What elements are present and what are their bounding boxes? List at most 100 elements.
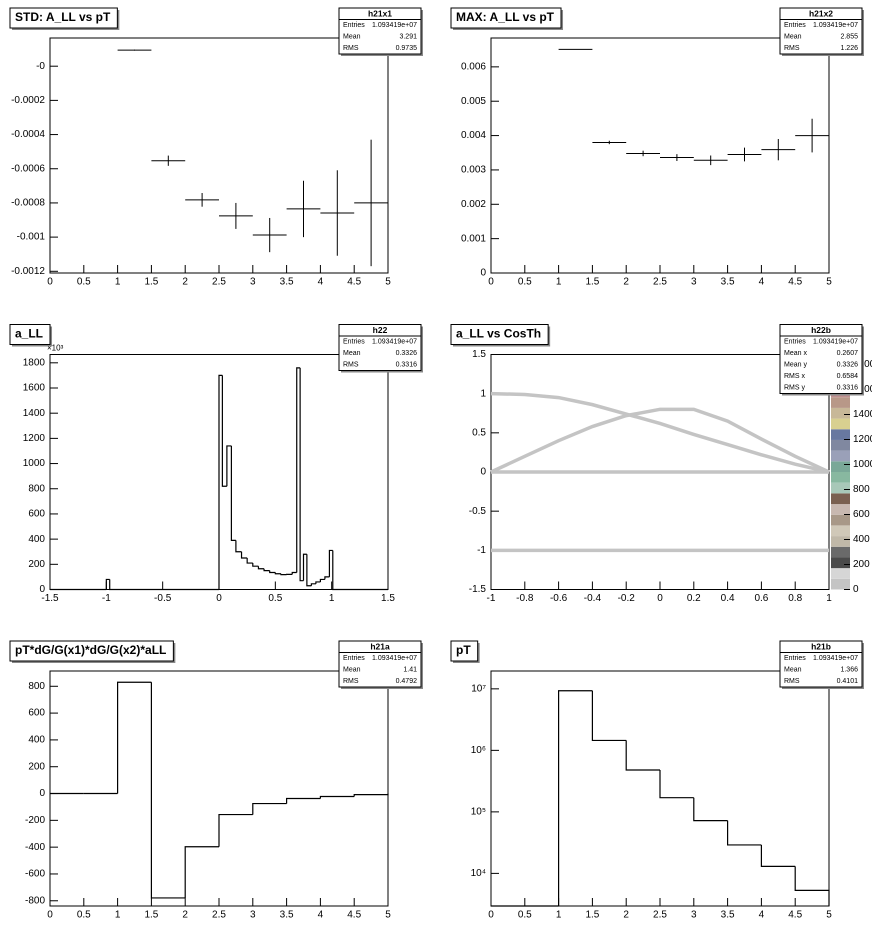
x-tick-label: 4 xyxy=(759,910,765,921)
histogram-bin xyxy=(693,797,728,822)
stats-value: 1.093419e+07 xyxy=(372,22,417,29)
palette-band xyxy=(831,429,850,440)
histogram-bin xyxy=(252,563,259,567)
palette-band xyxy=(831,450,850,462)
y-tick-label: 1600 xyxy=(23,383,46,394)
histogram-bin xyxy=(218,374,223,590)
palette-band xyxy=(831,482,850,494)
y-tick-label: 1 xyxy=(480,388,486,399)
histogram-bin xyxy=(794,866,830,906)
palette-band xyxy=(831,504,850,515)
stats-label: Entries xyxy=(343,22,365,29)
x-tick-label: 0.5 xyxy=(77,910,91,921)
stats-value: 2.855 xyxy=(840,34,858,41)
histogram-bin xyxy=(727,820,762,846)
x-tick-label: 5 xyxy=(826,277,832,288)
panel: 0 0.5 1 1.5 2 2.5 3 3.5 4 4.5 5 -0 -0.0002 -0.0004 -0.… xyxy=(9,7,423,288)
histogram-bin xyxy=(286,797,321,804)
palette-tick-label: 1000 xyxy=(853,459,876,470)
stats-label: Mean x xyxy=(784,350,807,357)
x-tick-label: 0.8 xyxy=(788,593,802,604)
stats-value: 0.6584 xyxy=(837,373,859,380)
y-tick-label: 400 xyxy=(28,534,45,545)
y-tick-label: -0.0006 xyxy=(11,163,45,174)
y-tick-label: -0.0008 xyxy=(11,198,45,209)
stats-box xyxy=(338,324,422,371)
histogram-bin xyxy=(760,844,796,867)
palette-band xyxy=(831,493,850,505)
x-tick-label: 3.5 xyxy=(280,910,294,921)
stats-box xyxy=(779,640,863,688)
histogram-bin xyxy=(221,375,227,487)
y-tick-label: 0 xyxy=(39,584,45,595)
stats-value: 0.3316 xyxy=(396,362,418,369)
y-tick-label: 10⁴ xyxy=(471,868,486,879)
x-tick-label: 4.5 xyxy=(347,277,361,288)
stats-value: 1.41 xyxy=(403,667,417,674)
x-tick-label: 1 xyxy=(329,593,335,604)
histogram-bin xyxy=(226,445,232,487)
y-tick-label: 0 xyxy=(39,788,45,799)
y-tick-label: 0.001 xyxy=(461,233,486,244)
x-tick-label: -1.5 xyxy=(41,593,59,604)
panel: -1.5 -1 -0.5 0 0.5 1 1.5 0 200 400 600 800 1000 1200 1… xyxy=(9,324,423,604)
palette-band xyxy=(831,536,850,547)
histogram-bin xyxy=(230,445,236,541)
stats-title: h21a xyxy=(370,642,390,652)
x-tick-label: 0.4 xyxy=(721,593,735,604)
palette-band xyxy=(831,525,850,537)
x-tick-label: 0.5 xyxy=(77,277,91,288)
palette-band xyxy=(831,418,850,430)
y-tick-label: 0.005 xyxy=(461,96,486,107)
x-tick-label: 3.5 xyxy=(721,277,735,288)
palette-tick-label: 200 xyxy=(853,559,870,570)
y-tick-label: 1000 xyxy=(23,458,46,469)
histogram-bin xyxy=(306,554,312,587)
histogram-bin xyxy=(274,572,281,575)
stats-label: Mean y xyxy=(784,362,807,369)
stats-label: RMS y xyxy=(784,385,806,392)
panel: -1 -0.8 -0.6 -0.4 -0.2 0 0.2 0.4 0.6 0.8 1-1.5-1-0… xyxy=(450,324,876,604)
stats-title: h21b xyxy=(811,642,831,652)
stats-label: RMS xyxy=(343,45,359,52)
x-tick-label: 2.5 xyxy=(212,910,226,921)
stats-value: 1.093419e+07 xyxy=(813,339,858,346)
stats-box xyxy=(338,7,422,55)
x-tick-label: 1 xyxy=(826,593,832,604)
histogram-bin xyxy=(299,367,304,582)
palette-band xyxy=(831,472,850,483)
x-tick-label: -1 xyxy=(487,593,496,604)
palette-tick-label: 1200 xyxy=(853,434,876,445)
stats-value: 0.3326 xyxy=(837,362,859,369)
x-tick-label: 2 xyxy=(623,910,629,921)
y-tick-label: 0.006 xyxy=(461,62,486,73)
title-box xyxy=(9,324,51,345)
y-tick-label: 0.5 xyxy=(472,427,486,438)
histogram-bin xyxy=(235,540,242,553)
histogram-bin xyxy=(109,579,219,591)
stats-value: 1.093419e+07 xyxy=(372,655,417,662)
palette-tick-label: 400 xyxy=(853,534,870,545)
x-tick-label: 0 xyxy=(47,910,53,921)
x-tick-label: 1 xyxy=(115,910,121,921)
stats-label: RMS xyxy=(343,678,359,685)
x-tick-label: 0.2 xyxy=(687,593,701,604)
y-tick-label: 1200 xyxy=(23,433,46,444)
palette-tick-label: 0 xyxy=(853,584,859,595)
stats-value: 0.3316 xyxy=(837,385,859,392)
title-box xyxy=(450,7,562,29)
y-tick-label: -0.0004 xyxy=(11,129,45,140)
palette-band xyxy=(831,546,850,558)
histogram-bin xyxy=(291,571,297,575)
histogram-bin xyxy=(184,846,219,898)
x-tick-label: 4.5 xyxy=(788,910,802,921)
stats-label: Entries xyxy=(784,655,806,662)
histogram-bin xyxy=(319,795,355,799)
stats-value: 3.291 xyxy=(399,34,417,41)
palette-band xyxy=(831,557,850,569)
panel: 0 0.5 1 1.5 2 2.5 3 3.5 4 4.5 5 0 0.001 0.002 0.003 0.0… xyxy=(450,7,864,288)
x-tick-label: 0 xyxy=(488,910,494,921)
y-multiplier: ×10³ xyxy=(47,344,64,353)
palette-band xyxy=(831,461,850,472)
